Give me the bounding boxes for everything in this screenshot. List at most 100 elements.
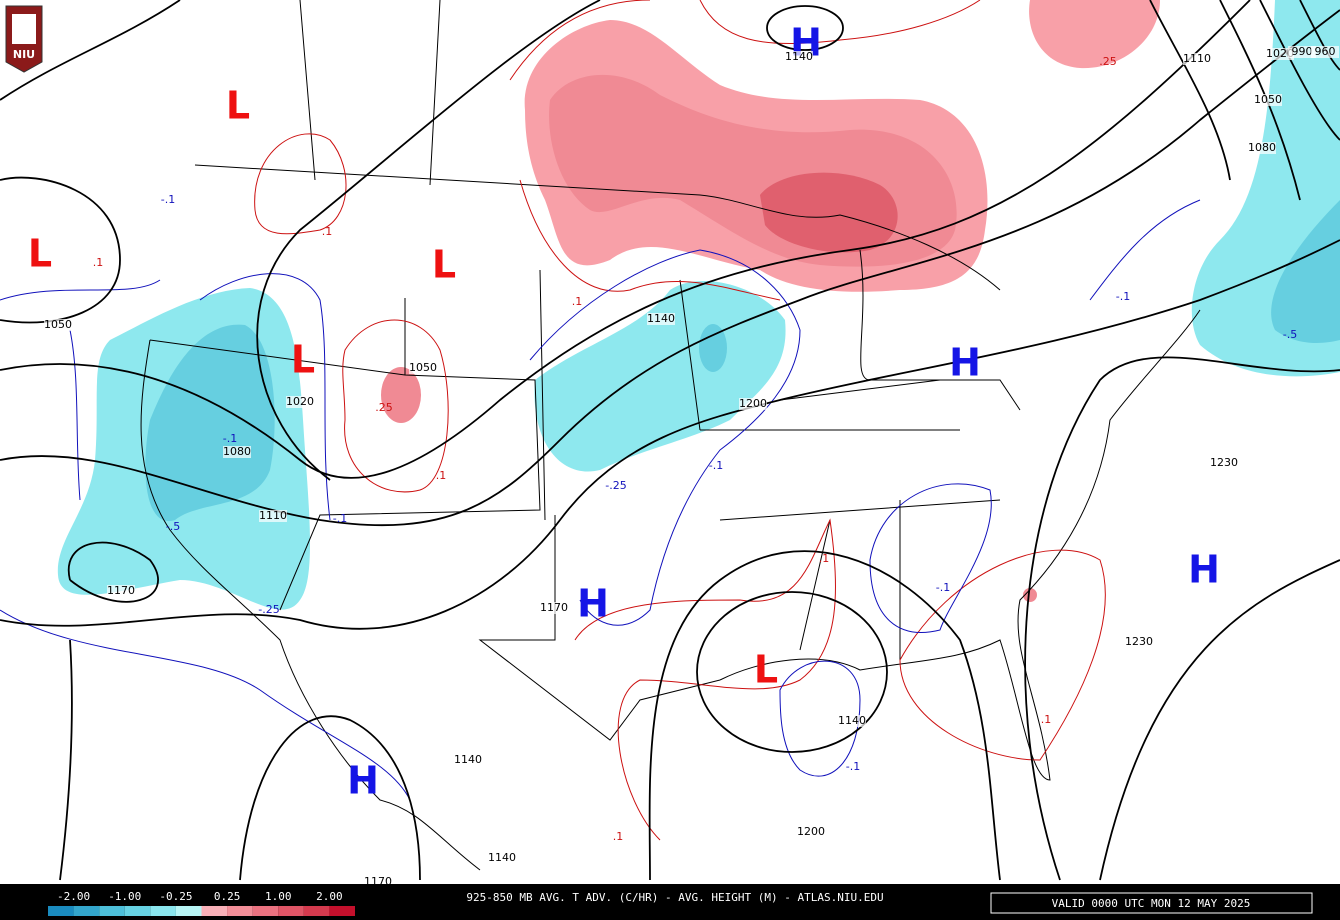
height-label: 1080 — [223, 445, 251, 458]
height-label: 1200 — [797, 825, 825, 838]
label-bg — [1248, 142, 1276, 154]
height-label: 1080 — [1248, 141, 1276, 154]
cold-advection — [699, 324, 727, 372]
colorbar-swatch — [124, 906, 151, 916]
advection-label: -.1 — [161, 193, 175, 206]
height-label: 1020 — [286, 395, 314, 408]
colorbar-swatch — [329, 906, 355, 916]
advection-label: -.1 — [333, 512, 347, 525]
label-bg — [223, 446, 251, 458]
colorbar-swatch — [175, 906, 202, 916]
label-bg — [797, 826, 825, 838]
advection-label: -.5 — [166, 520, 180, 533]
logo: NIU — [5, 5, 43, 73]
advection-label: .1 — [93, 256, 104, 269]
colorbar-swatch — [99, 906, 125, 916]
advection-label: .25 — [375, 401, 393, 414]
colorbar-swatch — [201, 906, 228, 916]
pressure-center: L — [28, 232, 52, 276]
height-contours — [0, 0, 1340, 881]
label-bg — [647, 313, 675, 325]
colorbar-swatch — [252, 906, 279, 916]
colorbar-swatch — [48, 906, 74, 916]
height-label: 1200 — [739, 397, 767, 410]
height-label: 1140 — [454, 753, 482, 766]
label-bg — [259, 510, 287, 522]
cold-advection — [1271, 200, 1340, 343]
colorbar-swatch — [73, 906, 100, 916]
advection-label: .1 — [322, 225, 333, 238]
label-bg — [540, 602, 568, 614]
advection-label: .1 — [436, 469, 447, 482]
label-bg — [739, 398, 767, 410]
advection-label: -.1 — [709, 459, 723, 472]
height-label: 1050 — [44, 318, 72, 331]
colorbar-swatch — [150, 906, 176, 916]
logo-text: NIU — [13, 48, 35, 61]
height-label: 1230 — [1125, 635, 1153, 648]
height-label: 1230 — [1210, 456, 1238, 469]
pressure-center: H — [1188, 548, 1220, 592]
label-bg — [1210, 457, 1238, 469]
colorbar-label: -0.25 — [159, 890, 192, 903]
height-label: 1140 — [838, 714, 866, 727]
label-bg — [488, 852, 516, 864]
label-bg — [838, 715, 866, 727]
colorbar-swatch — [227, 906, 253, 916]
height-label: 1110 — [259, 509, 287, 522]
shading — [57, 0, 1340, 610]
label-bg — [454, 754, 482, 766]
advection-label: -.5 — [1283, 328, 1297, 341]
footer-title: 925-850 MB AVG. T ADV. (C/HR) - AVG. HEI… — [466, 891, 883, 904]
pressure-center: L — [226, 84, 250, 128]
label-bg — [1254, 94, 1282, 106]
colorbar-label: -2.00 — [57, 890, 90, 903]
height-label: 1110 — [1183, 52, 1211, 65]
advection-label: .1 — [572, 295, 583, 308]
pressure-center: H — [577, 582, 609, 626]
pressure-center: H — [949, 341, 981, 385]
valid-time: VALID 0000 UTC MON 12 MAY 2025 — [1052, 897, 1251, 910]
advection-label: .1 — [613, 830, 624, 843]
warm-advection — [1029, 0, 1160, 69]
advection-label: -.1 — [936, 581, 950, 594]
height-label: 1140 — [488, 851, 516, 864]
colorbar-label: -1.00 — [108, 890, 141, 903]
advection-label: -.1 — [1116, 290, 1130, 303]
colorbar-swatch — [303, 906, 330, 916]
height-label: 1140 — [647, 312, 675, 325]
warm-advection — [760, 172, 898, 253]
colorbar-label: 0.25 — [214, 890, 241, 903]
warm-advection — [381, 367, 421, 423]
advection-contours — [0, 0, 1201, 841]
colorbar: -2.00 -1.00 -0.25 0.25 1.00 2.00 — [48, 890, 355, 916]
height-label: 1050 — [409, 361, 437, 374]
label-bg — [286, 396, 314, 408]
label-bg — [785, 51, 813, 63]
pressure-center: L — [754, 648, 778, 692]
label-bg — [1125, 636, 1153, 648]
valid-box — [990, 892, 1313, 914]
advection-label: .1 — [819, 552, 830, 565]
advection-label: .1 — [1041, 713, 1052, 726]
advection-label: .25 — [1099, 55, 1117, 68]
colorbar-label: 2.00 — [316, 890, 343, 903]
colorbar-swatch — [278, 906, 304, 916]
advection-label: -.25 — [258, 603, 279, 616]
warm-advection — [1023, 588, 1037, 602]
label-bg — [409, 362, 437, 374]
label-bg — [1183, 53, 1211, 65]
height-label: 1140 — [785, 50, 813, 63]
height-label: 1020 — [1266, 47, 1294, 60]
pressure-center: H — [347, 759, 379, 803]
advection-label: -.1 — [223, 432, 237, 445]
height-label: 990 — [1292, 45, 1313, 58]
advection-label: -.1 — [846, 760, 860, 773]
height-label: 1170 — [540, 601, 568, 614]
cold-advection — [145, 324, 275, 522]
advection-label: -.25 — [605, 479, 626, 492]
logo-emblem — [12, 14, 36, 44]
pressure-center: L — [291, 338, 315, 382]
